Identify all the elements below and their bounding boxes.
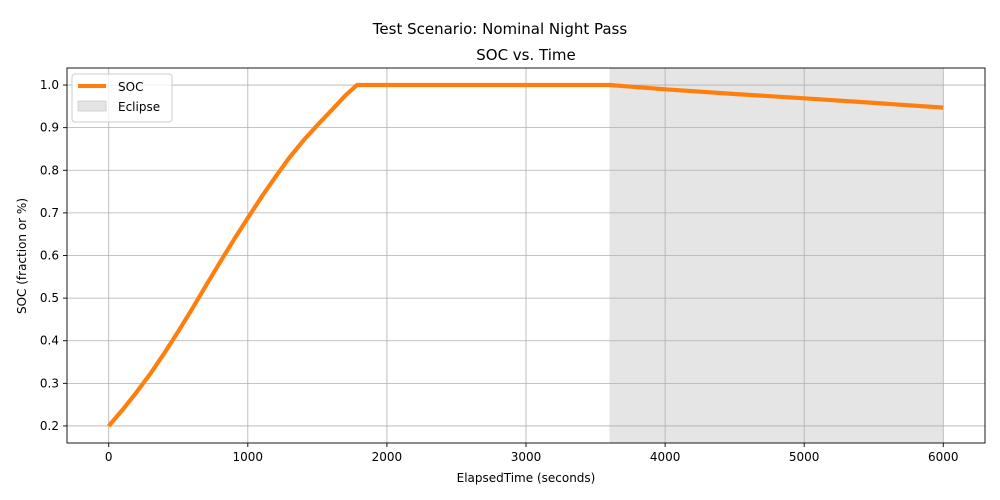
- y-tick-label: 1.0: [40, 78, 59, 92]
- x-tick-label: 2000: [372, 450, 403, 464]
- y-tick-label: 0.4: [40, 334, 59, 348]
- legend-swatch-eclipse: [77, 100, 107, 112]
- y-tick-label: 0.5: [40, 291, 59, 305]
- y-tick-label: 0.2: [40, 419, 59, 433]
- x-tick-label: 4000: [650, 450, 681, 464]
- y-tick-label: 0.9: [40, 121, 59, 135]
- x-axis-label: ElapsedTime (seconds): [457, 471, 596, 485]
- legend-label-soc: SOC: [118, 80, 143, 94]
- x-tick-label: 6000: [928, 450, 959, 464]
- y-tick-label: 0.7: [40, 206, 59, 220]
- x-tick-label: 5000: [789, 450, 820, 464]
- x-tick-label: 3000: [511, 450, 542, 464]
- x-tick-label: 0: [105, 450, 113, 464]
- y-tick-label: 0.6: [40, 249, 59, 263]
- legend-label-eclipse: Eclipse: [118, 100, 160, 114]
- chart-title: SOC vs. Time: [476, 46, 576, 64]
- plot-area: 0 1000 2000 3000 4000 5000 6000 0.2 0.3 0.4 0.5 0.6…: [40, 67, 986, 464]
- y-tick-label: 0.3: [40, 376, 59, 390]
- legend: SOC Eclipse: [71, 73, 173, 123]
- x-tick-label: 1000: [233, 450, 264, 464]
- series-line-soc: [107, 82, 944, 428]
- y-axis-label: SOC (fraction or %): [15, 198, 29, 314]
- y-tick-label: 0.8: [40, 163, 59, 177]
- chart-suptitle: Test Scenario: Nominal Night Pass: [372, 20, 628, 38]
